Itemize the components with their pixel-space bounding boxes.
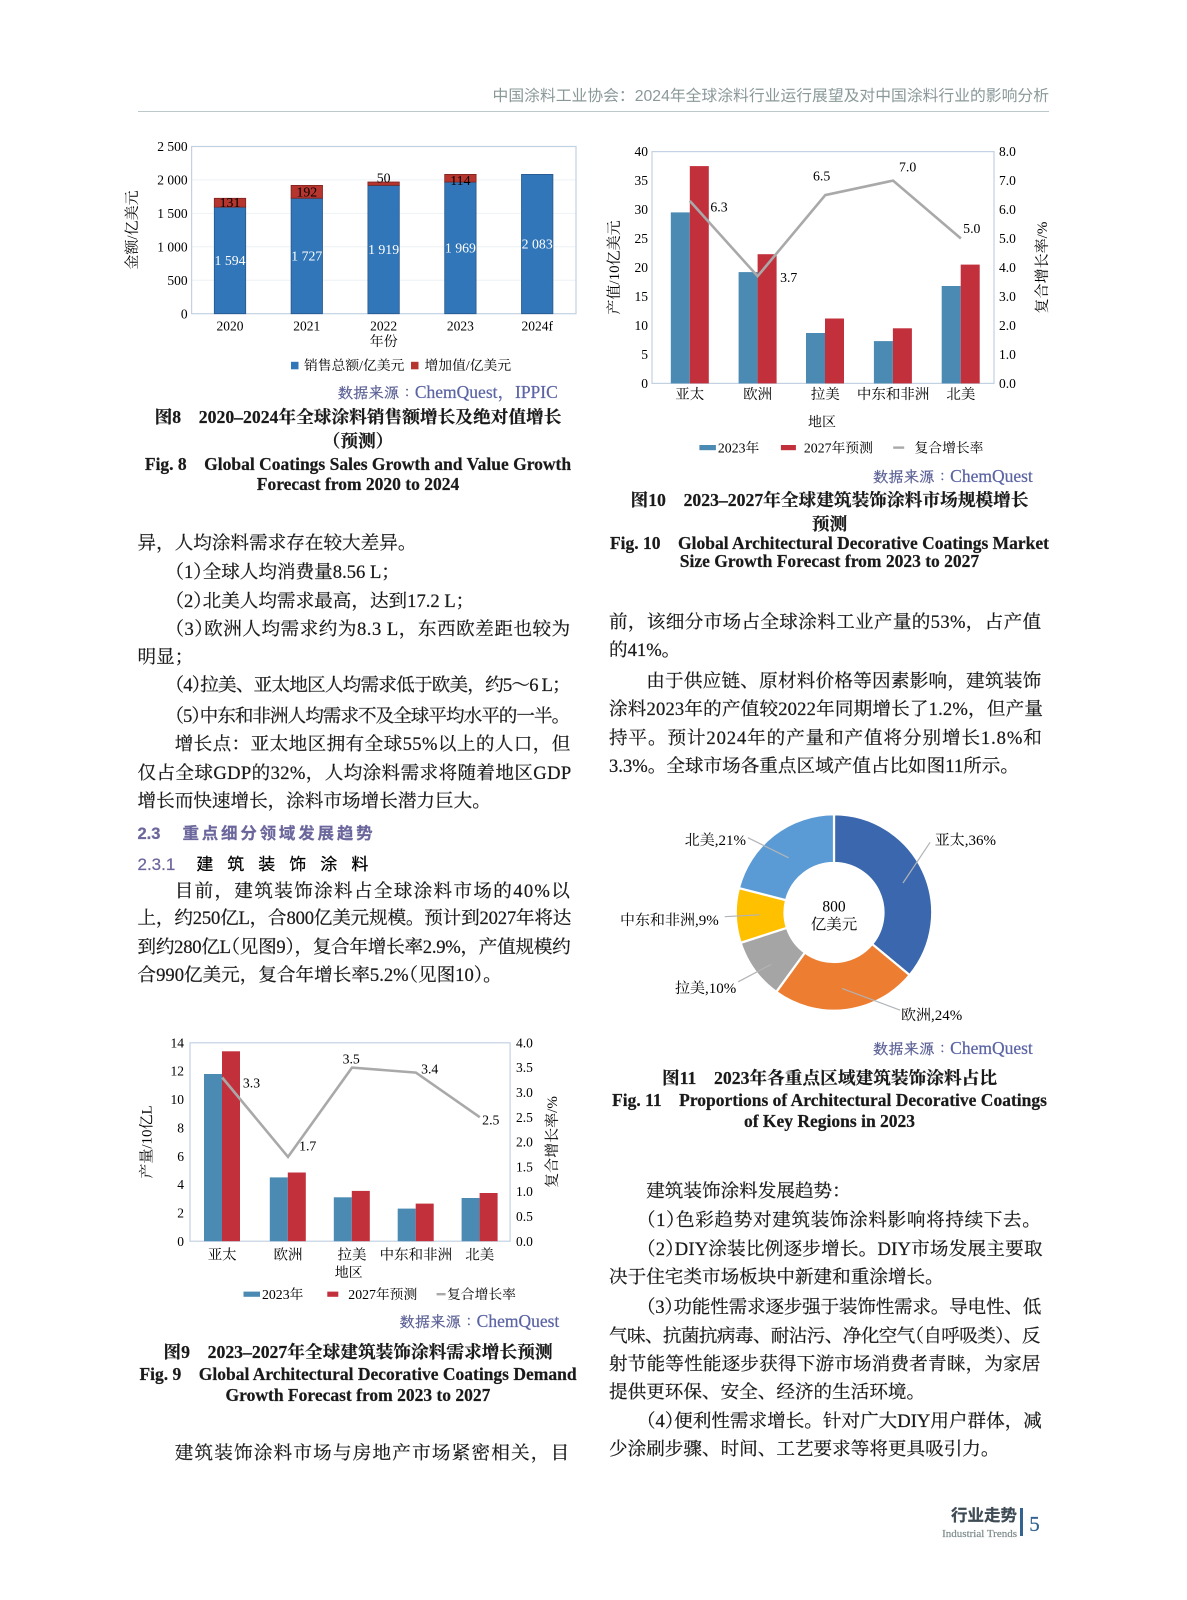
svg-text:0.0: 0.0	[516, 1234, 533, 1249]
svg-text:0: 0	[181, 306, 188, 321]
svg-text:2023年: 2023年	[718, 440, 760, 455]
svg-text:2020: 2020	[217, 319, 244, 334]
svg-text:销售总额/亿美元: 销售总额/亿美元	[304, 358, 405, 373]
svg-text:5.0: 5.0	[999, 231, 1016, 246]
svg-text:中东和非洲,9%: 中东和非洲,9%	[620, 912, 719, 929]
svg-text:50: 50	[377, 171, 391, 186]
svg-text:8.0: 8.0	[999, 144, 1016, 159]
svg-text:复合增长率/%: 复合增长率/%	[544, 1096, 561, 1188]
svg-text:2 000: 2 000	[157, 173, 188, 188]
svg-text:2.0: 2.0	[999, 318, 1016, 333]
svg-text:3.4: 3.4	[421, 1061, 438, 1076]
svg-text:2 083: 2 083	[522, 237, 553, 252]
svg-text:2.5: 2.5	[482, 1113, 499, 1128]
svg-text:6.0: 6.0	[999, 202, 1016, 217]
svg-text:25: 25	[635, 231, 649, 246]
svg-text:1.7: 1.7	[299, 1139, 316, 1154]
svg-text:40: 40	[635, 144, 649, 159]
svg-text:2027年预测: 2027年预测	[804, 440, 873, 455]
svg-text:0: 0	[641, 376, 648, 391]
svg-text:欧洲,24%: 欧洲,24%	[901, 1007, 962, 1024]
svg-text:1.5: 1.5	[516, 1159, 533, 1174]
svg-text:欧洲: 欧洲	[743, 386, 772, 403]
svg-text:金额/亿美元: 金额/亿美元	[124, 190, 141, 269]
svg-text:800: 800	[822, 899, 846, 916]
svg-text:35: 35	[635, 173, 649, 188]
svg-text:1 969: 1 969	[445, 241, 476, 256]
svg-text:3.0: 3.0	[999, 289, 1016, 304]
svg-text:增加值/亿美元: 增加值/亿美元	[425, 358, 512, 373]
svg-text:拉美,10%: 拉美,10%	[675, 980, 736, 997]
svg-text:5.0: 5.0	[963, 221, 980, 236]
svg-text:北美,21%: 北美,21%	[685, 832, 746, 849]
svg-text:7.0: 7.0	[899, 160, 916, 175]
svg-text:10: 10	[635, 318, 649, 333]
svg-text:0.0: 0.0	[999, 376, 1016, 391]
svg-text:0.5: 0.5	[516, 1209, 533, 1224]
svg-text:年份: 年份	[370, 334, 398, 350]
svg-text:6: 6	[177, 1149, 184, 1164]
svg-text:4: 4	[177, 1177, 184, 1192]
svg-text:10: 10	[171, 1092, 185, 1107]
svg-text:2027年预测: 2027年预测	[348, 1287, 417, 1302]
svg-text:2023: 2023	[447, 319, 474, 334]
svg-text:拉美: 拉美	[338, 1246, 367, 1263]
svg-text:7.0: 7.0	[999, 173, 1016, 188]
svg-text:亚太: 亚太	[208, 1246, 237, 1263]
svg-text:6.5: 6.5	[813, 169, 830, 184]
svg-text:4.0: 4.0	[516, 1035, 533, 1050]
svg-text:5: 5	[641, 347, 648, 362]
svg-text:1.0: 1.0	[999, 347, 1016, 362]
svg-text:1.0: 1.0	[516, 1184, 533, 1199]
svg-text:地区: 地区	[808, 414, 836, 430]
svg-text:0: 0	[177, 1234, 184, 1249]
svg-text:中东和非洲: 中东和非洲	[857, 386, 930, 403]
svg-text:12: 12	[171, 1064, 185, 1079]
svg-text:3.7: 3.7	[780, 270, 797, 285]
svg-text:地区: 地区	[335, 1265, 363, 1281]
svg-text:500: 500	[167, 273, 188, 288]
svg-text:30: 30	[635, 202, 649, 217]
svg-text:复合增长率/%: 复合增长率/%	[1034, 222, 1051, 314]
svg-text:北美: 北美	[946, 386, 975, 403]
svg-text:131: 131	[220, 195, 241, 210]
svg-text:亿美元: 亿美元	[811, 916, 858, 934]
svg-text:中东和非洲: 中东和非洲	[380, 1246, 453, 1263]
svg-text:15: 15	[635, 289, 649, 304]
svg-text:2.5: 2.5	[516, 1110, 533, 1125]
svg-text:1 000: 1 000	[157, 239, 188, 254]
svg-text:产值/10亿美元: 产值/10亿美元	[606, 220, 623, 314]
svg-text:2.0: 2.0	[516, 1135, 533, 1150]
svg-text:1 594: 1 594	[214, 253, 245, 268]
svg-text:3.3: 3.3	[243, 1076, 260, 1091]
svg-text:2021: 2021	[293, 319, 320, 334]
svg-text:2023年: 2023年	[262, 1287, 304, 1302]
svg-text:拉美: 拉美	[811, 386, 840, 403]
svg-text:3.5: 3.5	[343, 1052, 360, 1067]
svg-text:192: 192	[296, 184, 317, 199]
svg-text:北美: 北美	[465, 1246, 494, 1263]
svg-text:2024f: 2024f	[521, 319, 553, 334]
svg-text:3.5: 3.5	[516, 1060, 533, 1075]
svg-text:1 919: 1 919	[368, 242, 399, 257]
svg-text:1 727: 1 727	[291, 249, 322, 264]
svg-text:产量/10亿L: 产量/10亿L	[139, 1105, 156, 1178]
svg-text:20: 20	[635, 260, 649, 275]
svg-text:亚太,36%: 亚太,36%	[935, 832, 996, 849]
svg-text:2: 2	[177, 1206, 184, 1221]
svg-text:欧洲: 欧洲	[274, 1246, 303, 1263]
svg-text:1 500: 1 500	[157, 206, 188, 221]
svg-text:114: 114	[450, 173, 470, 188]
svg-text:2022: 2022	[370, 319, 397, 334]
svg-text:复合增长率: 复合增长率	[915, 440, 984, 455]
svg-text:8: 8	[177, 1120, 184, 1135]
svg-text:14: 14	[171, 1035, 185, 1050]
svg-text:亚太: 亚太	[675, 386, 704, 403]
svg-text:复合增长率: 复合增长率	[447, 1287, 516, 1302]
svg-text:2 500: 2 500	[157, 139, 188, 154]
svg-text:3.0: 3.0	[516, 1085, 533, 1100]
svg-text:6.3: 6.3	[710, 199, 727, 214]
svg-text:4.0: 4.0	[999, 260, 1016, 275]
